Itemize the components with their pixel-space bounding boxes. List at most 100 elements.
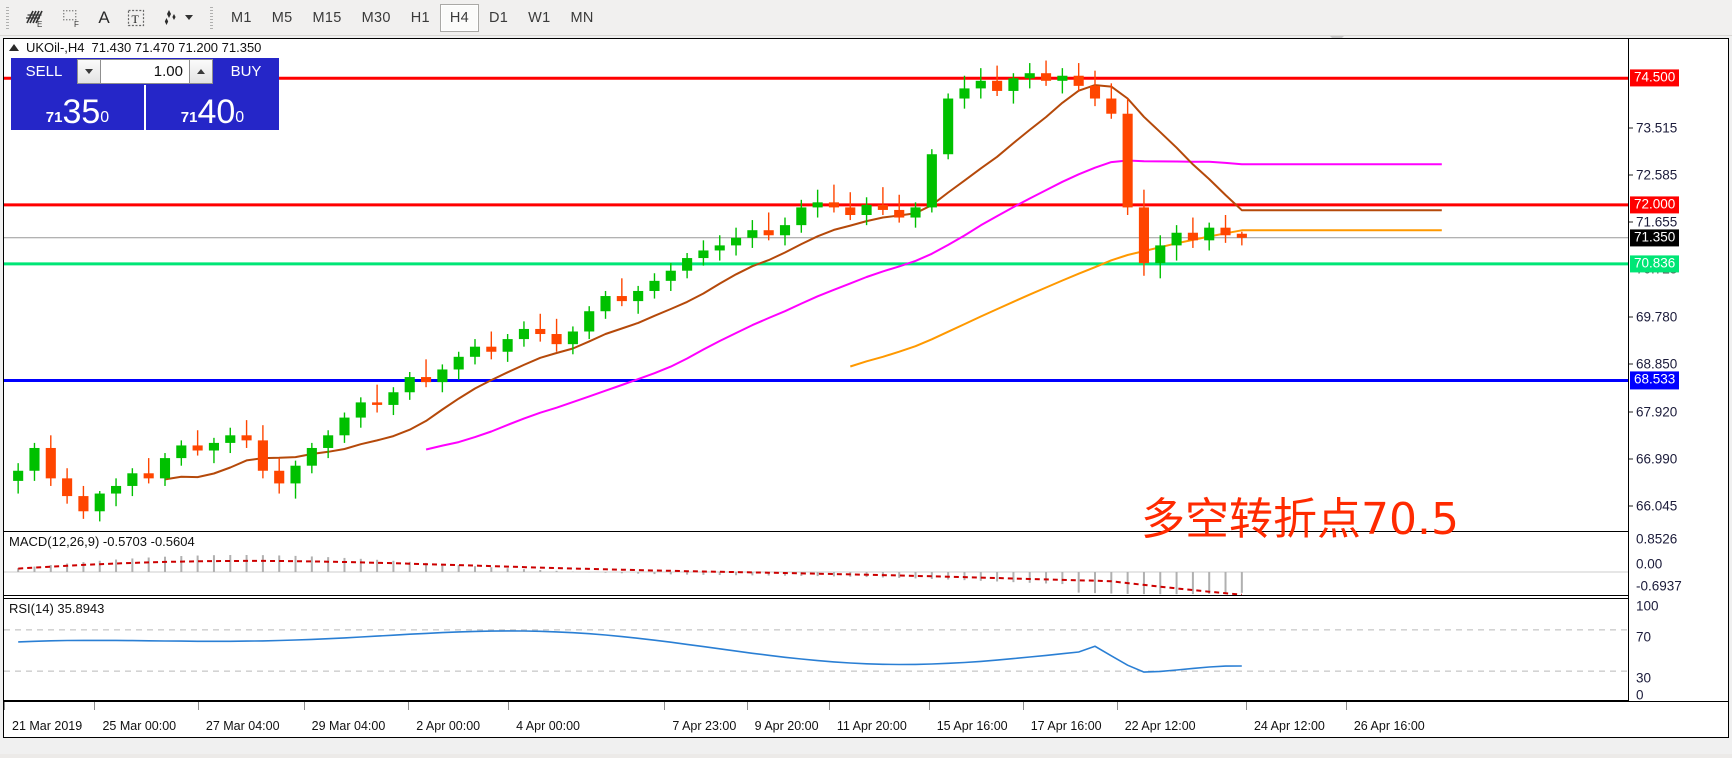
main-toolbar: E F A T <box>0 0 1732 36</box>
trade-panel-quotes-row: 71 35 0 71 40 0 <box>11 85 279 130</box>
svg-text:T: T <box>132 12 140 26</box>
time-tick-13: 26 Apr 16:00 <box>1353 719 1425 733</box>
time-tick-1: 25 Mar 00:00 <box>102 719 177 733</box>
buy-price-display[interactable]: 71 40 0 <box>146 85 279 130</box>
price-tick-72585: 72.585 <box>1636 167 1678 183</box>
time-tick-mark <box>928 702 930 710</box>
rsi-label: RSI(14) 35.8943 <box>9 601 105 616</box>
chart-annotation-text: 多空转折点70.5 <box>1141 494 1459 545</box>
time-tick-mark <box>1116 702 1118 710</box>
buy-price-fraction: 0 <box>235 109 245 126</box>
rsi-tick-0: 100 <box>1636 598 1659 614</box>
time-tick-mark <box>508 702 510 710</box>
rsi-tick-2: 30 <box>1636 670 1652 686</box>
resistance-74500: 74.500 <box>1630 69 1680 87</box>
sell-button[interactable]: SELL <box>11 58 77 85</box>
price-tick-mark <box>1629 363 1633 365</box>
price-tick-68850: 68.850 <box>1636 356 1678 372</box>
crosshair-icon[interactable]: F <box>53 3 89 33</box>
timeframe-h1[interactable]: H1 <box>410 9 430 26</box>
rsi-pane[interactable]: RSI(14) 35.8943 <box>4 598 1628 701</box>
time-tick-mark <box>664 702 666 710</box>
price-tick-67920: 67.920 <box>1636 404 1678 419</box>
trade-panel-top-row: SELL 1.00 BUY <box>11 58 279 85</box>
sell-price-display[interactable]: 71 35 0 <box>11 85 144 130</box>
chart-title-bar: UKOil-,H4 71.430 71.470 71.200 71.350 <box>4 39 1728 56</box>
macd-pane[interactable]: MACD(12,26,9) -0.5703 -0.5604 <box>4 531 1628 596</box>
timeframe-m15[interactable]: M15 <box>312 9 342 26</box>
time-tick-mark <box>4 702 5 710</box>
time-tick-mark <box>408 702 410 710</box>
time-tick-12: 24 Apr 12:00 <box>1253 719 1325 733</box>
chart-symbol-label: UKOil-,H4 <box>26 40 85 55</box>
price-tick-73515: 73.515 <box>1636 120 1678 136</box>
sell-price-pips: 35 <box>62 93 101 131</box>
macd-svg <box>4 555 1628 595</box>
objects-icon[interactable] <box>153 3 200 33</box>
volume-input[interactable]: 1.00 <box>101 59 189 84</box>
time-tick-10: 17 Apr 16:00 <box>1030 719 1102 733</box>
sell-price-fraction: 0 <box>100 109 110 126</box>
macd-tick-1: 0.00 <box>1636 556 1663 572</box>
price-axis[interactable]: 73.515 72.585 71.655 69.780 68.850 67.920 66.9… <box>1628 39 1728 703</box>
price-tick-mark <box>1629 411 1633 412</box>
svg-text:F: F <box>74 20 79 29</box>
toolbar-grip[interactable] <box>4 4 13 31</box>
time-tick-mark <box>303 702 305 710</box>
timeframe-toolbar-grip[interactable] <box>208 4 217 31</box>
time-tick-6: 7 Apr 23:00 <box>672 719 737 733</box>
chart-expand-icon[interactable] <box>9 44 19 51</box>
volume-increase-button[interactable] <box>189 59 213 84</box>
timeframe-w1[interactable]: W1 <box>528 9 551 26</box>
time-tick-8: 11 Apr 20:00 <box>836 719 907 733</box>
indicators-icon[interactable]: E <box>17 3 53 33</box>
volume-decrease-button[interactable] <box>77 59 101 84</box>
status-bar <box>0 754 1732 758</box>
support-68533: 68.533 <box>1630 371 1680 390</box>
timeframe-mn[interactable]: MN <box>570 9 594 26</box>
timeframe-m1[interactable]: M1 <box>231 9 252 26</box>
time-tick-mark <box>94 702 96 710</box>
price-tick-mark <box>1629 458 1633 460</box>
time-tick-9: 15 Apr 16:00 <box>936 719 1008 733</box>
time-tick-mark <box>828 702 830 710</box>
time-axis[interactable]: 21 Mar 2019 25 Mar 00:00 27 Mar 04:00 29 Ma… <box>4 701 1728 737</box>
buy-price-whole: 71 <box>180 109 198 126</box>
time-tick-11: 22 Apr 12:00 <box>1124 719 1196 733</box>
time-tick-mark <box>746 702 748 710</box>
rsi-tick-3: 0 <box>1636 687 1644 703</box>
price-tick-mark <box>1629 316 1633 318</box>
price-tick-71655: 71.655 <box>1636 214 1678 230</box>
resistance-72000: 72.000 <box>1630 196 1680 214</box>
buy-button[interactable]: BUY <box>213 58 279 85</box>
time-tick-mark <box>1245 702 1247 710</box>
rsi-tick-1: 70 <box>1636 629 1652 645</box>
volume-stepper[interactable]: 1.00 <box>77 58 213 85</box>
support-70836: 70.836 <box>1630 255 1680 273</box>
price-tick-mark <box>1629 174 1633 176</box>
time-tick-mark <box>1022 702 1024 710</box>
time-tick-mark <box>1345 702 1347 710</box>
last-price-71350: 71.350 <box>1630 229 1680 247</box>
time-tick-7: 9 Apr 20:00 <box>754 719 819 733</box>
chevron-up-icon <box>197 69 205 74</box>
chevron-down-icon <box>85 69 93 74</box>
time-tick-0: 21 Mar 2019 <box>12 719 83 733</box>
chart-ohlc-label: 71.430 71.470 71.200 71.350 <box>91 40 262 55</box>
timeframe-h4[interactable]: H4 <box>439 3 479 32</box>
price-tick-mark <box>1629 505 1633 507</box>
macd-tick-0: 0.8526 <box>1636 531 1678 547</box>
chevron-down-icon[interactable] <box>185 15 193 20</box>
price-tick-mark <box>1629 127 1633 129</box>
macd-tick-2: -0.6937 <box>1636 578 1682 594</box>
timeframe-m5[interactable]: M5 <box>271 9 293 26</box>
one-click-trading-panel[interactable]: SELL 1.00 BUY 71 35 0 <box>11 58 279 130</box>
timeframe-d1[interactable]: D1 <box>489 9 509 26</box>
text-label-icon[interactable]: T <box>119 3 153 33</box>
time-tick-2: 27 Mar 04:00 <box>205 719 280 733</box>
timeframe-m30[interactable]: M30 <box>361 9 391 26</box>
time-tick-5: 4 Apr 00:00 <box>516 719 581 733</box>
macd-label: MACD(12,26,9) -0.5703 -0.5604 <box>9 534 195 549</box>
text-tool-icon[interactable]: A <box>98 7 110 27</box>
